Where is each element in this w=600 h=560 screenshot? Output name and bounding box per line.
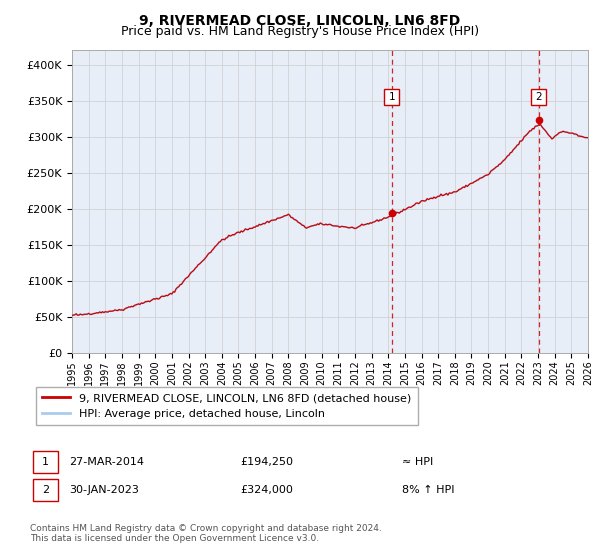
FancyBboxPatch shape <box>531 89 546 105</box>
Text: 2: 2 <box>42 485 49 495</box>
Text: 1: 1 <box>42 457 49 467</box>
Text: Contains HM Land Registry data © Crown copyright and database right 2024.
This d: Contains HM Land Registry data © Crown c… <box>30 524 382 543</box>
Text: 27-MAR-2014: 27-MAR-2014 <box>69 457 144 467</box>
Text: 2: 2 <box>535 92 542 102</box>
Text: 9, RIVERMEAD CLOSE, LINCOLN, LN6 8FD: 9, RIVERMEAD CLOSE, LINCOLN, LN6 8FD <box>139 14 461 28</box>
Legend: 9, RIVERMEAD CLOSE, LINCOLN, LN6 8FD (detached house), HPI: Average price, detac: 9, RIVERMEAD CLOSE, LINCOLN, LN6 8FD (de… <box>35 386 418 426</box>
Text: Price paid vs. HM Land Registry's House Price Index (HPI): Price paid vs. HM Land Registry's House … <box>121 25 479 38</box>
Text: £194,250: £194,250 <box>240 457 293 467</box>
Text: 1: 1 <box>388 92 395 102</box>
Text: ≈ HPI: ≈ HPI <box>402 457 433 467</box>
Text: £324,000: £324,000 <box>240 485 293 495</box>
Text: 30-JAN-2023: 30-JAN-2023 <box>69 485 139 495</box>
Text: 8% ↑ HPI: 8% ↑ HPI <box>402 485 455 495</box>
FancyBboxPatch shape <box>384 89 399 105</box>
